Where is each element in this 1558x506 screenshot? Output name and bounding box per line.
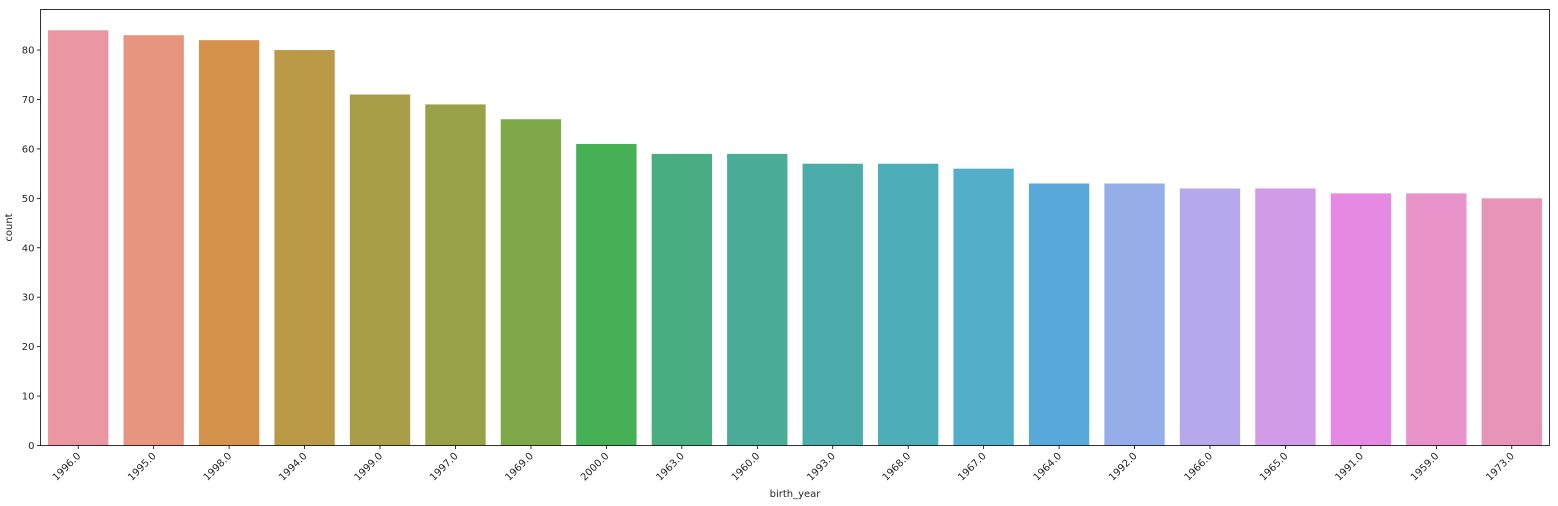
x-axis: 1996.0 1995.0 1998.0 1994.0 1999.0 1997.0 1969…: [51, 445, 1517, 484]
y-tick-label: 80: [22, 46, 35, 57]
x-axis-label: birth_year: [770, 489, 822, 500]
bar-1963.0: [651, 153, 713, 446]
x-tick-label: 1968.0: [881, 451, 914, 484]
bar-1999.0: [349, 94, 411, 446]
bar-1997.0: [425, 104, 486, 446]
bar-1998.0: [198, 40, 260, 446]
x-tick-label: 1959.0: [1409, 451, 1442, 484]
x-tick-label: 1997.0: [428, 451, 461, 484]
bar-1965.0: [1255, 188, 1316, 446]
bar-1973.0: [1481, 198, 1542, 446]
plot-frame: [40, 9, 1550, 446]
y-tick-label: 30: [22, 293, 35, 304]
y-axis: 0 10 20 30 40 50 60 70 80: [22, 46, 41, 452]
x-tick-label: 1969.0: [504, 451, 537, 484]
bar-1994.0: [274, 50, 335, 446]
bars-layer: [48, 30, 1542, 446]
x-tick-label: 1992.0: [1107, 451, 1140, 484]
x-tick-label: 1963.0: [654, 451, 687, 484]
x-tick-label: 1996.0: [51, 451, 84, 484]
x-tick-label: 1973.0: [1484, 451, 1517, 484]
y-tick-label: 50: [22, 194, 35, 205]
y-tick-label: 10: [22, 392, 35, 403]
bar-1991.0: [1330, 193, 1392, 446]
bar-1969.0: [500, 119, 562, 446]
bar-1964.0: [1028, 183, 1090, 446]
x-tick-label: 1965.0: [1258, 451, 1291, 484]
x-tick-label: 1993.0: [805, 451, 838, 484]
x-tick-label: 1999.0: [353, 451, 386, 484]
y-tick-label: 70: [22, 95, 35, 106]
bar-1992.0: [1104, 183, 1165, 446]
y-axis-label: count: [4, 213, 15, 241]
x-tick-label: 1994.0: [277, 451, 310, 484]
y-tick-label: 40: [22, 243, 35, 254]
y-tick-label: 0: [28, 441, 34, 452]
bar-1996.0: [48, 30, 109, 446]
y-tick-label: 20: [22, 342, 35, 353]
x-tick-label: 1966.0: [1183, 451, 1216, 484]
x-tick-label: 1960.0: [730, 451, 763, 484]
bar-1959.0: [1406, 193, 1467, 446]
bar-1995.0: [123, 35, 184, 446]
x-tick-label: 1998.0: [202, 451, 235, 484]
x-tick-label: 1991.0: [1333, 451, 1366, 484]
bar-1960.0: [727, 153, 788, 446]
bar-1967.0: [953, 168, 1014, 446]
x-tick-label: 1964.0: [1032, 451, 1065, 484]
bar-2000.0: [576, 143, 637, 446]
bar-1966.0: [1179, 188, 1241, 446]
x-tick-label: 1995.0: [126, 451, 159, 484]
bar-1993.0: [802, 163, 863, 446]
bar-1968.0: [877, 163, 939, 446]
y-tick-label: 60: [22, 144, 35, 155]
x-tick-label: 1967.0: [956, 451, 989, 484]
x-tick-label: 2000.0: [579, 451, 612, 484]
